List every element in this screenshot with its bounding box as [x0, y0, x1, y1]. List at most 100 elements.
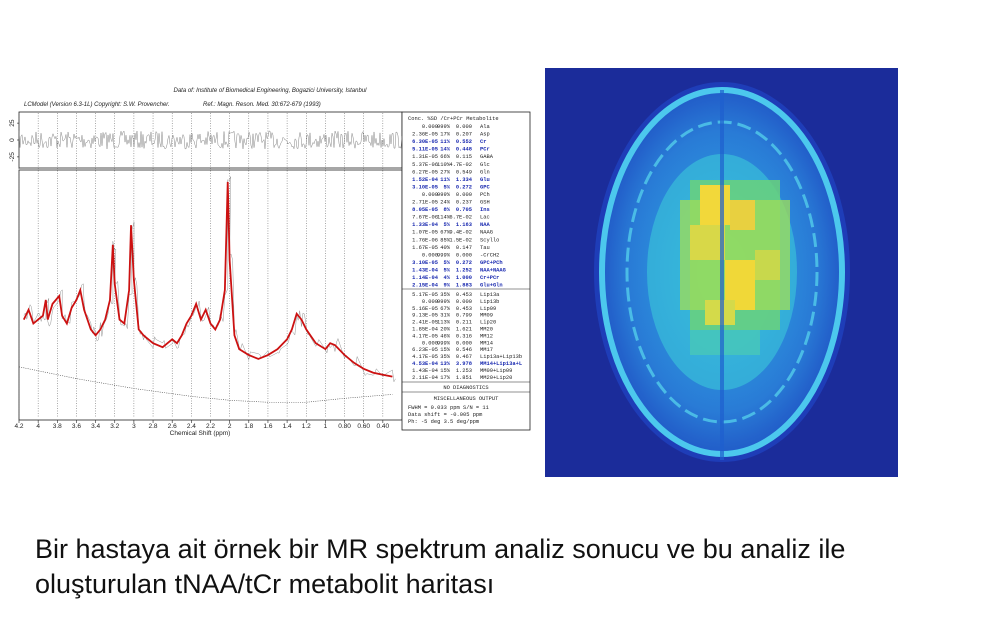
- table-cell: GPC+PCh: [480, 260, 503, 266]
- x-tick-label: 4.2: [14, 423, 23, 430]
- x-tick-label: 2.8: [149, 423, 158, 430]
- table-cell: Scyllo: [480, 237, 499, 243]
- table-cell: 0.546: [456, 347, 472, 353]
- table-cell: 2.11E-04: [412, 375, 438, 381]
- table-cell: Asp: [480, 132, 490, 138]
- caption: Bir hastaya ait örnek bir MR spektrum an…: [35, 534, 845, 564]
- table-cell: 0.316: [456, 333, 472, 339]
- table-cell: Ala: [480, 124, 490, 130]
- x-tick-label: 4: [36, 423, 40, 430]
- table-cell: 114%: [437, 215, 451, 221]
- table-cell: 0.000: [422, 340, 438, 346]
- x-tick-label: 1.8: [244, 423, 253, 430]
- residual-noise: [18, 130, 403, 150]
- x-tick-label: 2.2: [206, 423, 215, 430]
- table-cell: 0.115: [456, 154, 472, 160]
- table-cell: -CrCH2: [480, 252, 499, 258]
- table-cell: 4.53E-04: [412, 361, 439, 367]
- table-text: NO DIAGNOSTICS: [443, 385, 488, 391]
- baseline: [18, 366, 393, 403]
- x-tick-label: 3.2: [110, 423, 119, 430]
- x-tick-label: 1.6: [263, 423, 272, 430]
- table-cell: 1.67E-05: [412, 245, 438, 251]
- table-cell: 5.11E-05: [412, 147, 438, 153]
- table-cell: 1.76E-06: [412, 237, 438, 243]
- header-text: LCModel (Version 6.3-1L) Copyright: S.W.…: [24, 102, 170, 108]
- table-cell: 0.000: [456, 192, 472, 198]
- table-cell: 67%: [440, 306, 450, 312]
- table-cell: 31%: [440, 313, 450, 319]
- table-cell: 4.17E-05: [412, 333, 438, 339]
- table-cell: MM17: [480, 347, 493, 353]
- table-cell: 0.237: [456, 200, 472, 206]
- table-cell: 0.147: [456, 245, 472, 251]
- table-cell: NAA+NAAG: [480, 267, 506, 273]
- table-cell: MM20+Lip20: [480, 375, 512, 381]
- table-cell: 4.17E-05: [412, 354, 438, 360]
- table-cell: 1.253: [456, 368, 472, 374]
- table-cell: 5%: [444, 184, 451, 190]
- table-cell: Glu: [480, 177, 490, 183]
- fit-line: [22, 181, 393, 378]
- table-cell: GSH: [480, 200, 490, 206]
- table-cell: 17%: [440, 132, 450, 138]
- table-cell: 0.272: [456, 184, 472, 190]
- table-cell: 1.07E-05: [412, 230, 438, 236]
- x-tick-label: 0.40: [377, 423, 390, 430]
- table-text: Ph: -5 deg 3.5 deg/ppm: [408, 419, 479, 425]
- table-cell: 0.705: [456, 207, 472, 213]
- table-cell: Lip13a: [480, 292, 500, 298]
- table-cell: Lac: [480, 215, 490, 221]
- x-tick-label: 3: [132, 423, 136, 430]
- residual-tick-label: 0: [9, 138, 16, 142]
- table-cell: 0.000: [422, 124, 438, 130]
- table-cell: 0.000: [456, 340, 472, 346]
- table-cell: 0.448: [456, 147, 472, 153]
- table-cell: 0.000: [422, 299, 438, 305]
- table-cell: 35%: [440, 354, 450, 360]
- table-cell: 999%: [437, 192, 451, 198]
- x-tick-label: 3.8: [53, 423, 62, 430]
- table-cell: Lip13b: [480, 299, 499, 305]
- table-cell: 0.453: [456, 306, 472, 312]
- table-cell: 2.15E-04: [412, 283, 439, 289]
- table-cell: 6.23E-05: [412, 347, 438, 353]
- table-cell: 1.85E-04: [412, 327, 438, 333]
- table-cell: 35%: [440, 292, 450, 298]
- table-cell: 1.334: [456, 177, 473, 183]
- x-tick-label: 1: [324, 423, 328, 430]
- table-cell: 1.31E-05: [412, 154, 438, 160]
- table-cell: MM14+Lip13a+L: [480, 361, 522, 367]
- table-cell: 13%: [440, 361, 450, 367]
- table-cell: MM12: [480, 333, 493, 339]
- table-cell: Gln: [480, 169, 490, 175]
- table-cell: 0.467: [456, 354, 472, 360]
- table-cell: 0.549: [456, 169, 472, 175]
- table-cell: 3.10E-05: [412, 260, 438, 266]
- table-cell: 2.41E-05: [412, 320, 438, 326]
- x-axis-label: Chemical Shift (ppm): [170, 430, 231, 437]
- table-cell: 1.883: [456, 283, 472, 289]
- table-cell: 1.14E-04: [412, 275, 439, 281]
- table-cell: 113%: [437, 320, 451, 326]
- table-cell: 9.13E-05: [412, 313, 438, 319]
- table-text: MISCELLANEOUS OUTPUT: [434, 396, 499, 402]
- x-tick-label: 2: [228, 423, 232, 430]
- table-cell: 46%: [440, 333, 450, 339]
- table-cell: 11%: [440, 177, 450, 183]
- table-cell: 0.272: [456, 260, 472, 266]
- table-cell: 999%: [437, 299, 451, 305]
- table-cell: 1.851: [456, 375, 472, 381]
- table-cell: MM20: [480, 327, 493, 333]
- table-cell: 6.30E-05: [412, 139, 438, 145]
- table-cell: 9.4E-02: [449, 230, 472, 236]
- table-cell: 27%: [440, 169, 450, 175]
- table-cell: 1.000: [456, 275, 472, 281]
- table-cell: Lip09: [480, 306, 496, 312]
- table-cell: 6.27E-05: [412, 169, 438, 175]
- table-cell: 5.17E-05: [412, 292, 438, 298]
- table-cell: 0.000: [422, 192, 438, 198]
- table-cell: 15%: [440, 368, 450, 374]
- table-cell: 0.000: [456, 299, 472, 305]
- table-cell: Glu+Gln: [480, 283, 503, 289]
